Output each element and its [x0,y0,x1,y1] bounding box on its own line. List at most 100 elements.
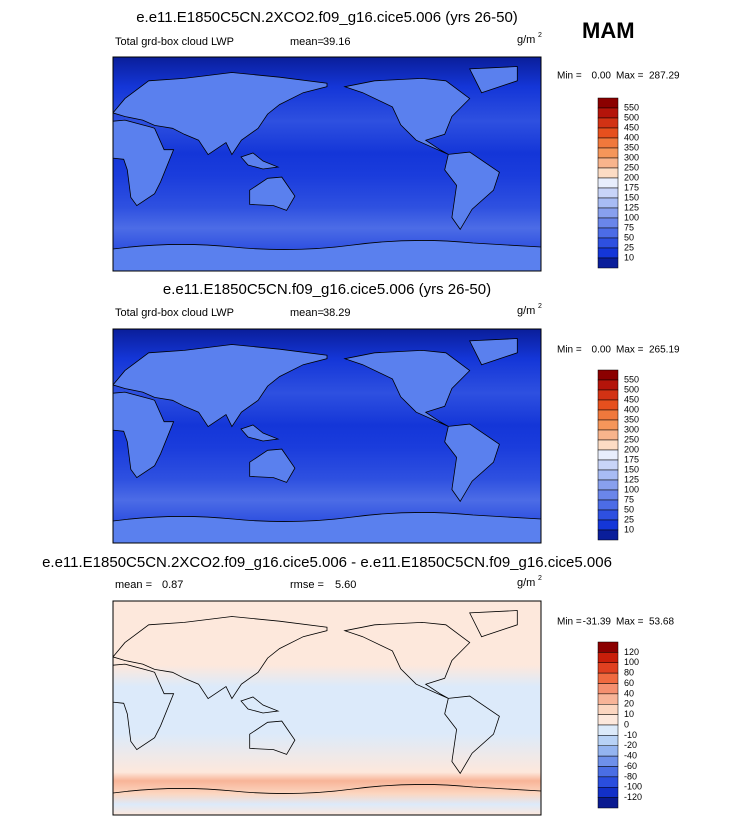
units-exponent: 2 [538,32,542,39]
colorbar-label: 125 [624,202,639,212]
max-label: Max = [616,617,644,628]
colorbar-box [597,652,619,663]
mean-label: mean = [115,579,152,591]
colorbar-box [597,672,619,684]
mean-value: 39.16 [323,36,351,48]
colorbar-label: 350 [624,414,639,424]
colorbar-box [597,207,619,219]
map-frame [112,56,542,272]
colorbar-box [597,724,619,736]
min-value: -31.39 [583,617,612,628]
colorbar-box [597,137,619,149]
colorbar-label: -120 [624,792,642,802]
colorbar-box [597,429,619,441]
colorbar-box [597,499,619,511]
colorbar-box [597,439,619,451]
colorbar-box [597,519,619,531]
max-value: 265.19 [649,345,680,356]
colorbar-label: 100 [624,484,639,494]
panel-title: e.e11.E1850C5CN.f09_g16.cice5.006 (yrs 2… [163,281,491,298]
colorbar-label: 250 [624,162,639,172]
min-label: Min = [557,345,582,356]
colorbar-label: 400 [624,404,639,414]
colorbar-label: 125 [624,474,639,484]
colorbar-box [597,529,619,541]
colorbar-box [597,766,619,778]
colorbar-box [597,237,619,249]
colorbar-box [597,745,619,757]
colorbar-box [597,459,619,471]
colorbar-box [597,257,619,269]
colorbar-box [597,776,619,788]
colorbar-label: 75 [624,494,634,504]
colorbar-label: 450 [624,394,639,404]
max-value: 53.68 [649,617,674,628]
colorbar-box [597,704,619,715]
colorbar-label: 25 [624,242,634,252]
field-label: Total grd-box cloud LWP [115,307,234,319]
units-exponent: 2 [538,303,542,310]
units-exponent: 2 [538,575,542,582]
rmse-label: rmse = [290,579,324,591]
max-label: Max = [616,345,644,356]
colorbar-label: 80 [624,668,634,678]
season-label: MAM [582,18,635,43]
field-label: Total grd-box cloud LWP [115,36,234,48]
colorbar-label: 550 [624,374,639,384]
max-value: 287.29 [649,71,680,82]
colorbar-label: 550 [624,102,639,112]
min-label: Min = [557,617,582,628]
colorbar-box [597,217,619,229]
colorbar-label: 500 [624,384,639,394]
map-frame [112,600,542,816]
mean-label: mean= [290,307,324,319]
colorbar-box [597,693,619,705]
colorbar-label: 20 [624,699,634,709]
colorbar-box [597,147,619,159]
colorbar-label: 40 [624,688,634,698]
colorbar-label: 100 [624,657,639,667]
colorbar-label: 10 [624,252,634,262]
colorbar-box [597,399,619,411]
colorbar-box [597,167,619,179]
min-label: Min = [557,71,582,82]
colorbar-box [597,449,619,461]
colorbar-label: 175 [624,182,639,192]
colorbar-box [597,117,619,129]
units: g/m [517,34,535,46]
colorbar-label: -80 [624,771,637,781]
mean-value: 0.87 [162,579,183,591]
colorbar-label: 100 [624,212,639,222]
colorbar-box [597,683,619,695]
colorbar-box [597,97,619,109]
colorbar-label: 175 [624,454,639,464]
colorbar-label: -10 [624,730,637,740]
colorbar-box [597,641,619,653]
mean-label: mean= [290,36,324,48]
colorbar-box [597,714,619,726]
colorbar-label: 10 [624,524,634,534]
colorbar-label: -20 [624,740,637,750]
colorbar-box [597,157,619,169]
colorbar-box [597,755,619,767]
colorbar-label: 0 [624,719,629,729]
colorbar-label: 60 [624,678,634,688]
colorbar-box [597,369,619,381]
colorbar-label: 10 [624,709,634,719]
colorbar-label: 300 [624,424,639,434]
units: g/m [517,577,535,589]
colorbar-box [597,247,619,259]
colorbar-label: 250 [624,434,639,444]
colorbar-label: 200 [624,172,639,182]
rmse-value: 5.60 [335,579,356,591]
colorbar-box [597,787,619,798]
colorbar-label: 300 [624,152,639,162]
colorbar-label: 400 [624,132,639,142]
colorbar-box [597,107,619,119]
colorbar-label: 75 [624,222,634,232]
units: g/m [517,305,535,317]
min-value: 0.00 [592,71,612,82]
colorbar-box [597,797,619,809]
colorbar-label: 150 [624,192,639,202]
